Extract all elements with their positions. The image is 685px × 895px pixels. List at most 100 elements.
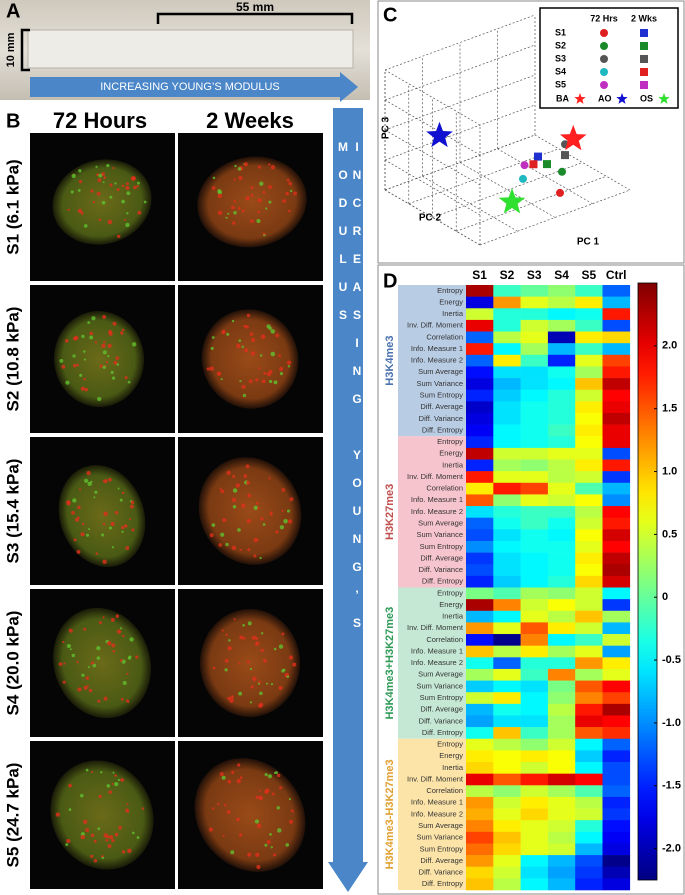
heat-cell — [602, 680, 631, 693]
speckle — [133, 185, 137, 190]
speckle — [243, 474, 248, 478]
heat-cell — [520, 680, 549, 693]
speckle — [278, 644, 284, 649]
speckle — [257, 210, 260, 214]
speckle — [237, 763, 241, 767]
speckle — [211, 523, 216, 527]
speckle — [266, 840, 271, 844]
speckle — [129, 637, 134, 642]
heat-cell — [575, 366, 603, 379]
speckle — [121, 850, 126, 854]
row-label: S3 (15.4 kPa) — [3, 459, 22, 564]
speckle — [244, 348, 249, 353]
heat-cell — [602, 855, 631, 868]
column-label: S2 — [500, 268, 515, 282]
heat-cell — [493, 692, 521, 705]
heat-cell — [602, 692, 631, 705]
speckle — [233, 178, 236, 181]
speckle — [121, 184, 125, 188]
heat-cell — [493, 808, 521, 821]
speckle — [262, 190, 266, 194]
group-label: H3K27me3 — [384, 484, 396, 540]
speckle — [120, 331, 124, 335]
colorbar-tick-label: 0 — [662, 591, 668, 603]
speckle — [225, 542, 229, 547]
speckle — [99, 364, 103, 368]
panel-label: C — [383, 4, 397, 26]
speckle — [93, 859, 98, 863]
speckle — [116, 629, 122, 634]
group-band — [398, 285, 466, 437]
heat-cell — [520, 540, 549, 553]
speckle — [236, 343, 241, 349]
heat-cell — [493, 762, 521, 774]
panel-label: D — [383, 270, 397, 292]
column-label: S4 — [554, 268, 569, 282]
speckle — [288, 181, 293, 186]
row-label: Sum Average — [418, 821, 463, 830]
speckle — [119, 627, 123, 630]
speckle — [105, 360, 109, 364]
speckle — [121, 199, 125, 204]
speckle — [286, 509, 291, 513]
speckle — [89, 335, 94, 340]
speckle — [259, 354, 263, 357]
speckle — [247, 548, 251, 552]
heat-cell — [575, 540, 603, 553]
heat-cell — [520, 529, 549, 542]
heat-cell — [602, 424, 631, 437]
heat-cell — [602, 657, 631, 670]
speckle — [77, 188, 81, 192]
speckle — [239, 635, 244, 640]
heat-cell — [466, 529, 494, 542]
speckle — [233, 199, 236, 203]
speckle — [58, 662, 63, 666]
speckle — [130, 176, 136, 181]
heat-cell — [466, 843, 494, 856]
speckle — [109, 526, 113, 530]
heat-cell — [547, 378, 576, 391]
heat-cell — [493, 494, 521, 507]
row-label: Diff. Entropy — [422, 728, 463, 737]
heat-cell — [520, 494, 549, 507]
speckle — [120, 778, 125, 782]
heat-cell — [575, 738, 603, 751]
heat-cell — [547, 622, 576, 635]
speckle — [69, 648, 72, 651]
heat-cell — [602, 319, 631, 332]
speckle — [80, 211, 84, 215]
heat-cell — [466, 796, 494, 809]
heat-cell — [602, 878, 631, 891]
row-label: Info. Measure 2 — [411, 809, 463, 818]
speckle — [71, 510, 75, 515]
heat-cell — [466, 575, 494, 588]
speckle — [236, 778, 241, 784]
speckle — [282, 199, 287, 203]
box-grid — [384, 14, 536, 71]
heat-cell — [520, 866, 549, 879]
speckle — [70, 190, 74, 194]
heat-cell — [493, 703, 521, 716]
speckle — [106, 784, 111, 788]
speckle — [231, 497, 237, 502]
speckle — [83, 350, 86, 353]
speckle — [94, 341, 98, 344]
speckle — [94, 490, 98, 494]
heat-cell — [575, 285, 603, 297]
speckle — [110, 618, 115, 622]
legend-label: S3 — [555, 53, 566, 63]
speckle — [242, 393, 247, 398]
heat-cell — [466, 808, 494, 821]
speckle — [71, 173, 76, 179]
speckle — [281, 509, 284, 513]
speckle — [290, 809, 293, 812]
heat-cell — [466, 668, 494, 681]
speckle — [95, 165, 98, 168]
speckle — [107, 355, 110, 358]
speckle — [107, 477, 112, 482]
speckle — [90, 833, 95, 838]
speckle — [77, 516, 80, 519]
heat-cell — [602, 343, 631, 356]
